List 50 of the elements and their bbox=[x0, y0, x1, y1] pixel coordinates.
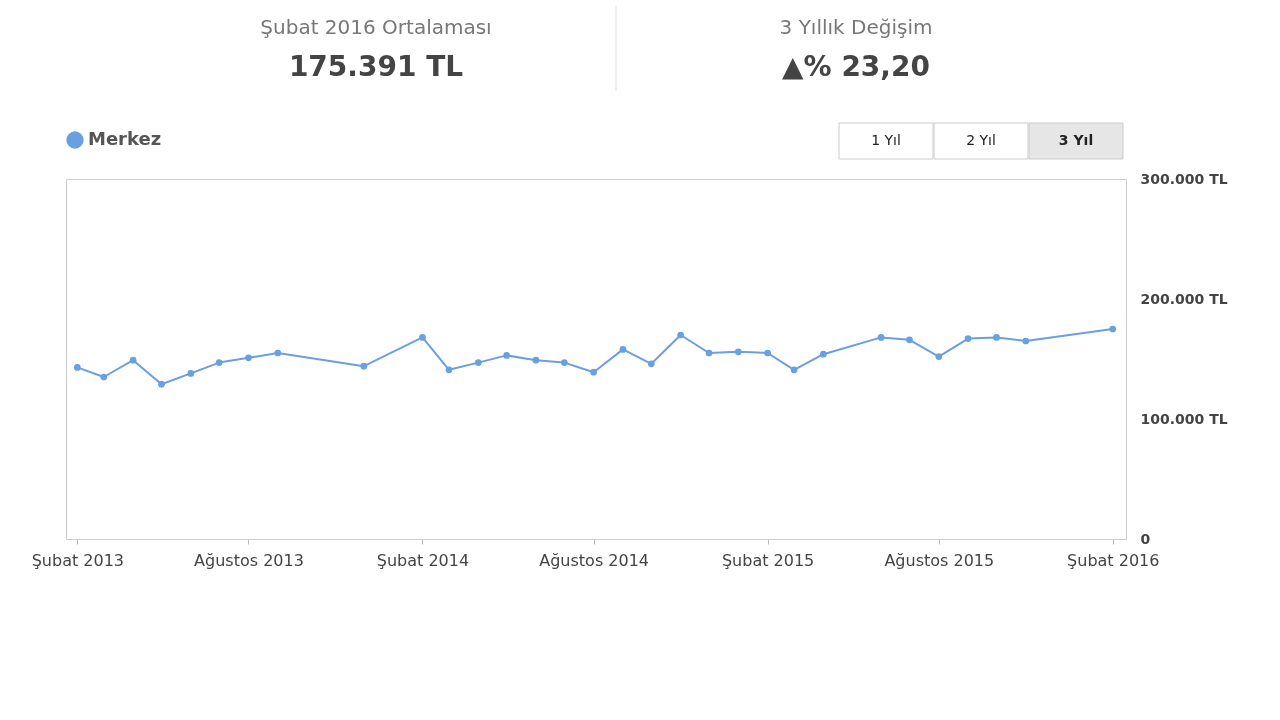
y-tick-label: 300.000 TL bbox=[1140, 170, 1228, 187]
point bbox=[1109, 325, 1117, 333]
point bbox=[1022, 337, 1030, 345]
point bbox=[532, 356, 540, 364]
point bbox=[215, 359, 223, 366]
text: Şubat 2016 Ortalaması bbox=[260, 15, 492, 39]
x-tick-label: Şubat 2016 bbox=[1067, 550, 1160, 570]
point bbox=[274, 349, 282, 357]
point bbox=[445, 366, 453, 374]
point bbox=[158, 380, 165, 388]
x-tick-label: Ağustos 2015 bbox=[884, 550, 995, 570]
point bbox=[187, 370, 195, 377]
x-tick-label: Şubat 2013 bbox=[31, 550, 125, 570]
point bbox=[560, 359, 568, 366]
x-tick-label: Şubat 2015 bbox=[721, 550, 815, 570]
y-tick-label: 100.000 TL bbox=[1140, 410, 1228, 427]
point bbox=[734, 348, 742, 356]
text: 1 Yıl bbox=[871, 132, 901, 148]
point bbox=[360, 362, 368, 370]
legend-label: Merkez bbox=[88, 128, 162, 149]
point bbox=[790, 366, 798, 374]
point bbox=[764, 349, 771, 357]
point bbox=[820, 350, 827, 358]
point bbox=[100, 373, 108, 381]
x-tick-label: Ağustos 2014 bbox=[539, 550, 650, 570]
point bbox=[935, 353, 943, 360]
text: 2 Yıl bbox=[966, 132, 996, 148]
text: 3 Yıl bbox=[1058, 132, 1094, 148]
point bbox=[474, 359, 482, 366]
point bbox=[245, 354, 252, 362]
y-tick-label: 200.000 TL bbox=[1140, 290, 1228, 307]
x-tick-label: Şubat 2014 bbox=[376, 550, 470, 570]
x-tick-label: Ağustos 2013 bbox=[194, 550, 304, 570]
text: 175.391 TL bbox=[288, 50, 464, 83]
point bbox=[619, 346, 627, 353]
point bbox=[129, 356, 137, 364]
point bbox=[590, 368, 597, 376]
point bbox=[503, 352, 510, 359]
point bbox=[964, 335, 972, 342]
text: 3 Yıllık Değişim bbox=[779, 15, 933, 39]
y-tick-label: 0 bbox=[1140, 530, 1151, 547]
point bbox=[705, 349, 713, 357]
point bbox=[677, 331, 684, 339]
point bbox=[647, 360, 655, 368]
point bbox=[993, 334, 1000, 341]
point bbox=[73, 364, 81, 371]
point bbox=[877, 334, 885, 341]
point bbox=[906, 336, 913, 344]
point bbox=[419, 334, 426, 341]
text: ▲% 23,20 bbox=[782, 50, 930, 83]
